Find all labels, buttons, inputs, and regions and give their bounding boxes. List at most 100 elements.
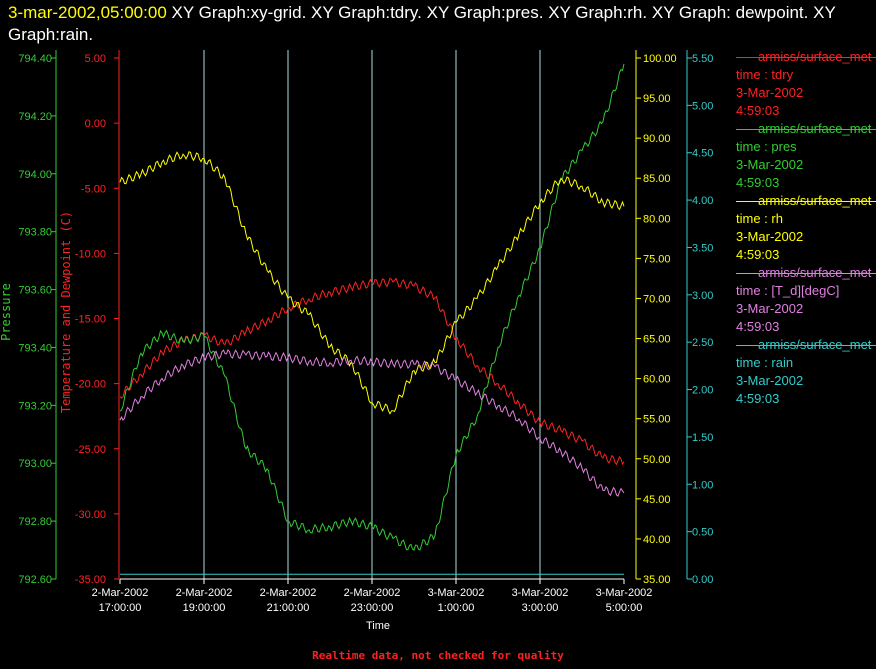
legend-swatch <box>736 273 876 274</box>
rain-tick-label: 5.50 <box>692 53 713 65</box>
legend-detail-line: time : rh <box>736 211 783 226</box>
x-tick-label-date: 2-Mar-2002 <box>176 587 233 599</box>
pressure-tick-label: 793.00 <box>18 458 52 470</box>
rain-tick-label: 2.00 <box>692 385 713 397</box>
pressure-tick-label: 793.80 <box>18 227 52 239</box>
rh-tick-label: 50.00 <box>643 454 671 466</box>
rain-tick-label: 4.50 <box>692 148 713 160</box>
pressure-tick-label: 794.20 <box>18 111 52 123</box>
title-graph-list: XY Graph:xy-grid. XY Graph:tdry. XY Grap… <box>8 3 836 44</box>
rh-tick-label: 85.00 <box>643 173 671 185</box>
x-tick-label-time: 23:00:00 <box>351 602 394 614</box>
legend-detail-line: time : [T_d][degC] <box>736 283 840 298</box>
temperature-tick-label: -35.00 <box>75 574 106 586</box>
legend-swatch <box>736 129 876 130</box>
x-axis-title: Time <box>366 620 390 632</box>
x-tick-label-date: 3-Mar-2002 <box>428 587 485 599</box>
rain-tick-label: 0.00 <box>692 574 713 586</box>
x-tick-label-date: 2-Mar-2002 <box>344 587 401 599</box>
rain-tick-label: 4.00 <box>692 195 713 207</box>
rh-tick-label: 65.00 <box>643 334 671 346</box>
temperature-tick-label: -25.00 <box>75 444 106 456</box>
legend-detail-line: 4:59:03 <box>736 319 780 334</box>
legend-detail-line: 3-Mar-2002 <box>736 229 804 244</box>
pressure-tick-label: 794.40 <box>18 53 52 65</box>
temperature-tick-label: 0.00 <box>85 118 106 130</box>
legend-detail-line: time : tdry <box>736 67 794 82</box>
temperature-tick-label: -5.00 <box>81 183 106 195</box>
rh-tick-label: 90.00 <box>643 133 671 145</box>
rain-tick-label: 5.00 <box>692 100 713 112</box>
x-tick-label-date: 2-Mar-2002 <box>260 587 317 599</box>
x-tick-label-time: 5:00:00 <box>606 602 643 614</box>
rh-tick-label: 45.00 <box>643 494 671 506</box>
legend-swatch <box>736 201 876 202</box>
temperature-tick-label: 5.00 <box>85 53 106 65</box>
legend-series-name: armiss/surface_met <box>758 337 872 352</box>
legend-detail-line: 3-Mar-2002 <box>736 301 804 316</box>
rh-tick-label: 40.00 <box>643 534 671 546</box>
rh-tick-label: 100.00 <box>643 53 677 65</box>
rain-tick-label: 1.00 <box>692 479 713 491</box>
series-line-pres <box>119 63 625 551</box>
pressure-axis-title: Pressure <box>0 283 13 341</box>
title-timestamp: 3-mar-2002,05:00:00 <box>8 3 167 22</box>
x-tick-label-time: 1:00:00 <box>438 602 475 614</box>
rain-tick-label: 3.50 <box>692 242 713 254</box>
pressure-tick-label: 793.20 <box>18 400 52 412</box>
legend-series-name: armiss/surface_met <box>758 265 872 280</box>
legend-detail-line: time : pres <box>736 139 797 154</box>
rh-tick-label: 35.00 <box>643 574 671 586</box>
temperature-tick-label: -30.00 <box>75 509 106 521</box>
x-tick-label-date: 3-Mar-2002 <box>596 587 653 599</box>
legend-detail-line: 4:59:03 <box>736 103 780 118</box>
rh-tick-label: 95.00 <box>643 93 671 105</box>
rh-tick-label: 80.00 <box>643 213 671 225</box>
legend-detail-line: 3-Mar-2002 <box>736 85 804 100</box>
legend-detail-line: 3-Mar-2002 <box>736 373 804 388</box>
rain-tick-label: 3.00 <box>692 290 713 302</box>
series-line-dewpoint <box>119 348 625 497</box>
footer-quality-note: Realtime data, not checked for quality <box>312 649 564 662</box>
legend-series-name: armiss/surface_met <box>758 49 872 64</box>
rh-tick-label: 70.00 <box>643 293 671 305</box>
pressure-tick-label: 792.80 <box>18 516 52 528</box>
legend-series-name: armiss/surface_met <box>758 193 872 208</box>
temperature-tick-label: -10.00 <box>75 248 106 260</box>
x-tick-label-time: 21:00:00 <box>267 602 310 614</box>
rh-tick-label: 55.00 <box>643 414 671 426</box>
legend-detail-line: 3-Mar-2002 <box>736 157 804 172</box>
legend-detail-line: 4:59:03 <box>736 175 780 190</box>
legend-detail-line: 4:59:03 <box>736 391 780 406</box>
temperature-axis-title: Temperature and Dewpoint (C) <box>59 211 73 413</box>
legend: armiss/surface_met time : tdry 3-Mar-2002 4… <box>736 48 876 408</box>
legend-detail-line: time : rain <box>736 355 794 370</box>
series-line-rh <box>119 151 625 415</box>
legend-swatch <box>736 57 876 58</box>
pressure-tick-label: 792.60 <box>18 574 52 586</box>
rain-tick-label: 1.50 <box>692 432 713 444</box>
pressure-tick-label: 793.60 <box>18 285 52 297</box>
x-tick-label-time: 19:00:00 <box>183 602 226 614</box>
legend-series-name: armiss/surface_met <box>758 121 872 136</box>
rh-tick-label: 75.00 <box>643 253 671 265</box>
temperature-tick-label: -15.00 <box>75 314 106 326</box>
legend-detail-line: 4:59:03 <box>736 247 780 262</box>
temperature-tick-label: -20.00 <box>75 379 106 391</box>
x-tick-label-time: 17:00:00 <box>99 602 142 614</box>
x-tick-label-time: 3:00:00 <box>522 602 559 614</box>
pressure-tick-label: 793.40 <box>18 342 52 354</box>
chart-title: 3-mar-2002,05:00:00 XY Graph:xy-grid. XY… <box>8 2 868 46</box>
rh-tick-label: 60.00 <box>643 374 671 386</box>
pressure-tick-label: 794.00 <box>18 169 52 181</box>
x-tick-label-date: 3-Mar-2002 <box>512 587 569 599</box>
x-tick-label-date: 2-Mar-2002 <box>92 587 149 599</box>
legend-swatch <box>736 345 876 346</box>
rain-tick-label: 2.50 <box>692 337 713 349</box>
